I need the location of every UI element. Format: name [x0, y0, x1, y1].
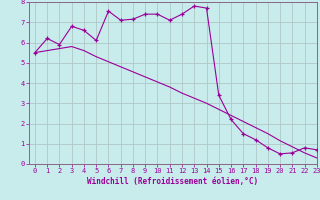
X-axis label: Windchill (Refroidissement éolien,°C): Windchill (Refroidissement éolien,°C) [87, 177, 258, 186]
